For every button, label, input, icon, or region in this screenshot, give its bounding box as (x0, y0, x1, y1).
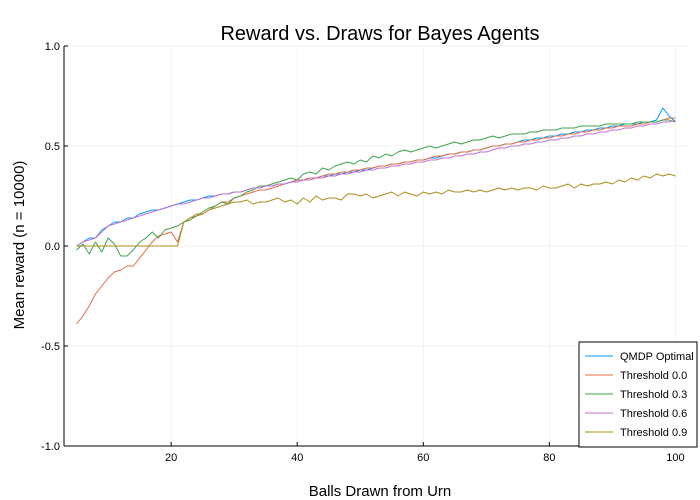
y-axis-label: Mean reward (n = 10000) (11, 161, 28, 330)
legend-label-threshold-0-9: Threshold 0.9 (620, 427, 687, 439)
x-tick-label: 20 (165, 452, 177, 464)
x-tick-label: 100 (666, 452, 684, 464)
series-line-threshold-0-9 (76, 173, 676, 247)
tick-labels: 20 40 60 80 100 -1.0 -0.5 0.0 0.5 1.0 (41, 41, 685, 464)
series-lines (76, 107, 676, 325)
x-tick-label: 40 (291, 452, 303, 464)
legend-label-threshold-0-0: Threshold 0.0 (620, 370, 687, 382)
y-tick-label: 0.5 (45, 141, 60, 153)
y-tick-label: -0.5 (41, 341, 60, 353)
y-tick-label: -1.0 (41, 441, 60, 453)
series-line-threshold-0-3 (76, 119, 676, 257)
legend: QMDP Optimal Threshold 0.0 Threshold 0.3 Th… (578, 341, 698, 448)
y-tick-label: 1.0 (45, 41, 60, 53)
series-line-threshold-0-6 (76, 119, 676, 247)
legend-label-qmdp-optimal: QMDP Optimal (620, 351, 694, 363)
legend-label-threshold-0-6: Threshold 0.6 (620, 408, 687, 420)
legend-label-threshold-0-3: Threshold 0.3 (620, 389, 687, 401)
y-tick-label: 0.0 (45, 241, 60, 253)
chart-title: Reward vs. Draws for Bayes Agents (220, 23, 539, 45)
x-tick-label: 60 (417, 452, 429, 464)
x-axis-label: Balls Drawn from Urn (309, 483, 452, 500)
series-line-threshold-0-0 (76, 117, 676, 325)
x-tick-label: 80 (543, 452, 555, 464)
